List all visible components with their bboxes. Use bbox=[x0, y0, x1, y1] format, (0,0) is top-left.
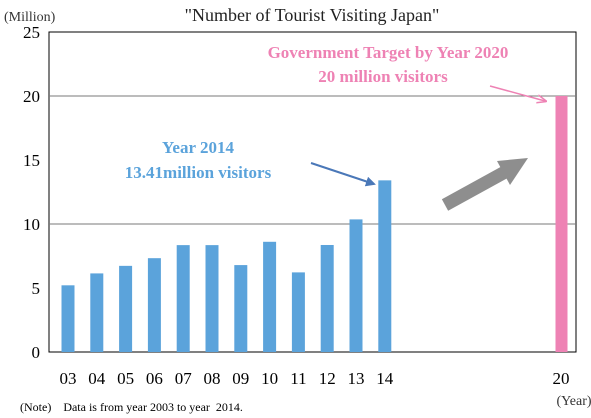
annotation-target-arrow bbox=[489, 85, 545, 101]
trend-arrow bbox=[441, 158, 528, 211]
x-tick-label-07: 07 bbox=[175, 369, 193, 388]
plot-frame bbox=[48, 31, 577, 353]
y-axis-unit: (Million) bbox=[4, 10, 56, 25]
y-tick-label: 20 bbox=[23, 87, 40, 106]
chart-title: "Number of Tourist Visiting Japan" bbox=[185, 5, 440, 25]
bar-10 bbox=[263, 241, 277, 352]
x-tick-label-04: 04 bbox=[88, 369, 106, 388]
bar-13 bbox=[349, 219, 363, 352]
x-tick-label-target: 20 bbox=[553, 369, 570, 388]
gridlines bbox=[49, 95, 576, 225]
y-tick-label: 5 bbox=[32, 279, 41, 298]
x-tick-label-14: 14 bbox=[376, 369, 394, 388]
x-tick-label-09: 09 bbox=[232, 369, 249, 388]
bar-08 bbox=[205, 245, 219, 352]
y-tick-label: 15 bbox=[23, 151, 40, 170]
bar-12 bbox=[320, 244, 334, 352]
bar-06 bbox=[147, 258, 161, 352]
y-tick-labels: 0 5 10 15 20 25 bbox=[23, 23, 40, 362]
bar-target-20 bbox=[555, 96, 568, 352]
x-axis-unit: (Year) bbox=[556, 394, 591, 409]
annotation-target-value: 20 million visitors bbox=[318, 67, 448, 86]
bar-03 bbox=[61, 285, 75, 352]
x-tick-label-11: 11 bbox=[290, 369, 306, 388]
annotation-target-title: Government Target by Year 2020 bbox=[268, 43, 509, 62]
x-tick-label-12: 12 bbox=[319, 369, 336, 388]
y-tick-label: 25 bbox=[23, 23, 40, 42]
chart-note: (Note) Data is from year 2003 to year 20… bbox=[20, 400, 243, 414]
bar-11 bbox=[291, 272, 305, 352]
x-tick-label-03: 03 bbox=[60, 369, 77, 388]
bar-04 bbox=[90, 273, 104, 352]
x-tick-label-10: 10 bbox=[261, 369, 278, 388]
annotation-year2014-title: Year 2014 bbox=[162, 138, 234, 157]
annotation-year2014-value: 13.41million visitors bbox=[125, 163, 272, 182]
annotation-year2014-arrow bbox=[310, 162, 376, 187]
x-tick-label-05: 05 bbox=[117, 369, 134, 388]
bar-07 bbox=[176, 245, 190, 352]
x-tick-label-08: 08 bbox=[204, 369, 221, 388]
bar-09 bbox=[234, 265, 248, 352]
bar-05 bbox=[119, 265, 133, 352]
y-tick-label: 0 bbox=[32, 343, 41, 362]
x-tick-label-06: 06 bbox=[146, 369, 163, 388]
bar-14 bbox=[378, 180, 392, 352]
x-tick-labels: 03 04 05 06 07 08 09 10 11 12 13 14 20 bbox=[60, 369, 570, 388]
x-tick-label-13: 13 bbox=[348, 369, 365, 388]
y-tick-label: 10 bbox=[23, 215, 40, 234]
bars bbox=[61, 96, 568, 352]
